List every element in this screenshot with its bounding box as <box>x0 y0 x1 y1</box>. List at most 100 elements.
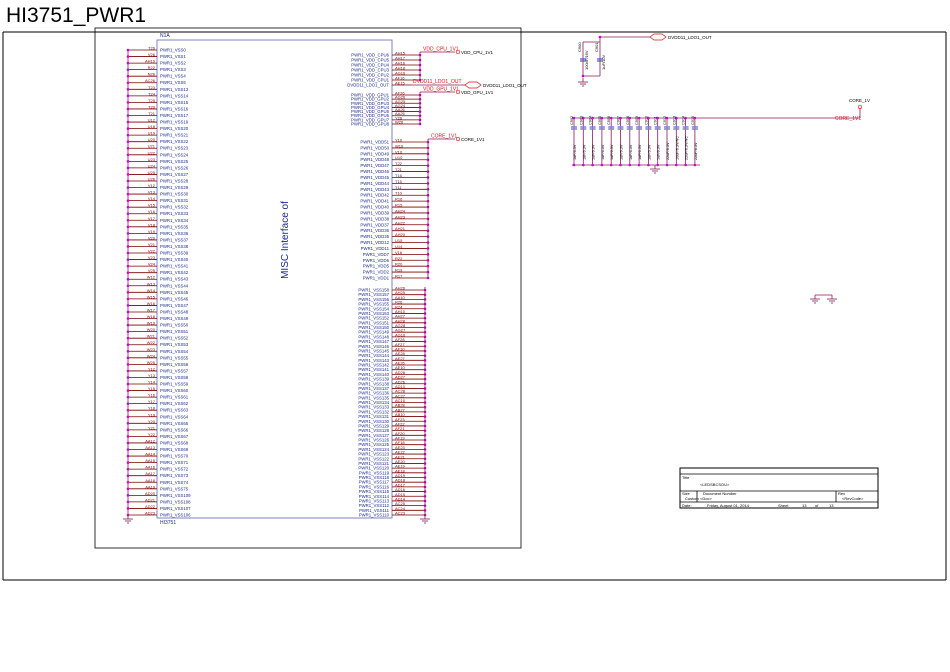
capacitor-value: 1uF/6.3V <box>647 144 651 160</box>
pin-number: AF19 <box>395 436 405 441</box>
pin-name: PWR1_VSS15 <box>160 100 189 105</box>
junction <box>126 408 130 412</box>
junction <box>656 163 659 167</box>
pin-number: Y19 <box>148 412 156 417</box>
pin-number: AD15 <box>395 492 406 497</box>
junction <box>126 205 130 209</box>
pin-name: PWR1_VSS158 <box>358 288 389 293</box>
junction <box>126 304 130 307</box>
junction <box>684 163 687 167</box>
junction <box>126 363 130 366</box>
junction <box>572 163 576 167</box>
pin-number: AE20 <box>395 459 406 464</box>
junction <box>656 116 659 120</box>
pin-name: PWR1_VSS120 <box>358 466 389 471</box>
capacitor-value: 1uF/6.3V <box>573 144 577 160</box>
pin-number: U18 <box>148 124 156 129</box>
pin-name: PWR1_VSS117 <box>359 480 390 485</box>
pin-number: AD10 <box>395 384 406 389</box>
junction <box>693 163 697 167</box>
pin-name: PWR1_VSS58 <box>160 375 189 380</box>
pin-name: PWR1_VSS130 <box>358 419 389 424</box>
pin-name: PWR1_VDD46 <box>360 169 389 174</box>
junction <box>126 186 130 189</box>
pin-name: PWR1_VSS147 <box>358 339 389 344</box>
capacitor-ref: C905 <box>598 116 602 125</box>
pin-name: PWR1_VSS40 <box>160 257 189 262</box>
junction <box>126 146 130 150</box>
size-value: Custom <box>685 496 699 501</box>
pin-name: PWR1_VSS112 <box>359 503 390 508</box>
pin-name: PWR1_VSS59 <box>160 382 189 387</box>
capacitor-value: 1uF/6.3V <box>638 144 642 160</box>
junction <box>126 218 130 222</box>
junction <box>126 297 130 301</box>
pin-name: PWR1_VSS2 <box>160 61 186 66</box>
junction <box>126 422 130 425</box>
pin-number: W17 <box>147 307 156 312</box>
net-label: DVDD11_LDO1_OUT <box>413 79 462 85</box>
pin-name: PWR1_VDD_GPU1 <box>351 93 390 98</box>
pin-number: AH28 <box>395 318 406 323</box>
pin-number: AA25 <box>395 111 406 116</box>
pin-number: Y18 <box>148 406 156 411</box>
pin-number: W20 <box>147 327 156 332</box>
capacitor-ref: C913 <box>672 116 676 125</box>
pin-name: PWR1_VSS152 <box>358 316 389 321</box>
capacitor-value: 1uF/6.3V <box>601 144 605 160</box>
junction <box>126 389 130 392</box>
pin-number: W24 <box>147 353 156 358</box>
port-label: CORE_1V <box>849 98 870 103</box>
pin-name: PWR1_VSS123 <box>358 452 389 457</box>
pin-number: AC26 <box>145 78 156 83</box>
pin-name: PWR1_VDD43 <box>360 187 389 192</box>
pin-number: AE19 <box>395 464 406 469</box>
pin-name: PWR1_VSS119 <box>359 470 390 475</box>
pin-name: PWR1_VSS142 <box>358 363 389 368</box>
pin-number: AE28 <box>395 351 406 356</box>
pin-number: R15 <box>395 203 403 208</box>
pin-number: R19 <box>395 268 403 273</box>
pin-number: AD26 <box>395 379 406 384</box>
pin-number: AD21 <box>145 497 156 502</box>
port-label: CORE_1V1 <box>461 137 485 142</box>
junction <box>591 116 594 120</box>
pin-name: PWR1_VSS151 <box>358 320 389 325</box>
capacitor-value: 1uF/6.3V <box>582 144 586 160</box>
pin-number: AH27 <box>395 314 406 319</box>
pin-name: PWR1_VSS66 <box>160 427 189 432</box>
pin-number: V10 <box>395 149 403 154</box>
pin-name: PWR1_VSS35 <box>160 224 189 229</box>
pin-number: AC27 <box>395 393 406 398</box>
pin-number: R17 <box>395 274 403 279</box>
pin-number: U24 <box>148 163 156 168</box>
pin-number: V26 <box>148 52 156 57</box>
pin-number: AC25 <box>395 501 406 506</box>
pin-name: PWR1_VSS51 <box>160 329 189 334</box>
junction <box>665 116 669 120</box>
pin-name: PWR1_VSS21 <box>160 133 189 138</box>
junction <box>675 116 678 120</box>
pin-number: AH22 <box>395 220 406 225</box>
pin-name: PWR1_VSS124 <box>358 447 389 452</box>
pin-name: PWR1_VDD41 <box>360 199 389 204</box>
pin-name: PWR1_VSS111 <box>359 508 390 513</box>
pin-name: PWR1_VSS64 <box>160 414 189 419</box>
pin-number: AH26 <box>395 286 406 291</box>
pin-name: PWR1_VSS37 <box>160 237 189 242</box>
pin-number: Y16 <box>148 393 156 398</box>
title-label: Title <box>682 475 690 480</box>
pin-number: AD23 <box>145 511 156 516</box>
junction <box>126 264 130 268</box>
pin-name: PWR1_VSS70 <box>160 454 189 459</box>
pin-number: U12 <box>148 118 156 123</box>
pin-number: W13 <box>147 281 156 286</box>
junction <box>126 487 130 491</box>
capacitor-ref: C906 <box>607 116 611 125</box>
pin-number: Y10 <box>395 138 403 143</box>
pin-number: U21 <box>148 144 156 149</box>
pin-number: AF18 <box>395 440 405 445</box>
junction <box>126 133 130 137</box>
pin-number: R22 <box>148 65 156 70</box>
pin-number: W12 <box>147 275 156 280</box>
